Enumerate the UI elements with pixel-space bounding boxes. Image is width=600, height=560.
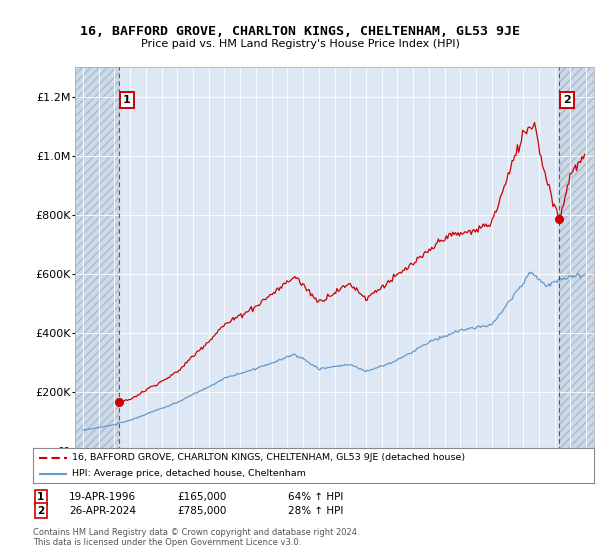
Text: Price paid vs. HM Land Registry's House Price Index (HPI): Price paid vs. HM Land Registry's House … [140,39,460,49]
Text: 64% ↑ HPI: 64% ↑ HPI [288,492,343,502]
Text: 2: 2 [37,506,44,516]
Text: 16, BAFFORD GROVE, CHARLTON KINGS, CHELTENHAM, GL53 9JE (detached house): 16, BAFFORD GROVE, CHARLTON KINGS, CHELT… [72,453,466,462]
Text: 2: 2 [563,95,571,105]
Text: 16, BAFFORD GROVE, CHARLTON KINGS, CHELTENHAM, GL53 9JE: 16, BAFFORD GROVE, CHARLTON KINGS, CHELT… [80,25,520,38]
Text: 19-APR-1996: 19-APR-1996 [69,492,136,502]
Text: 1: 1 [123,95,131,105]
Text: £165,000: £165,000 [177,492,226,502]
Text: 28% ↑ HPI: 28% ↑ HPI [288,506,343,516]
Bar [75,67,119,451]
Text: £785,000: £785,000 [177,506,226,516]
Text: 26-APR-2024: 26-APR-2024 [69,506,136,516]
Text: HPI: Average price, detached house, Cheltenham: HPI: Average price, detached house, Chel… [72,469,306,478]
Bar [559,67,594,451]
Text: 1: 1 [37,492,44,502]
Text: Contains HM Land Registry data © Crown copyright and database right 2024.
This d: Contains HM Land Registry data © Crown c… [33,528,359,547]
